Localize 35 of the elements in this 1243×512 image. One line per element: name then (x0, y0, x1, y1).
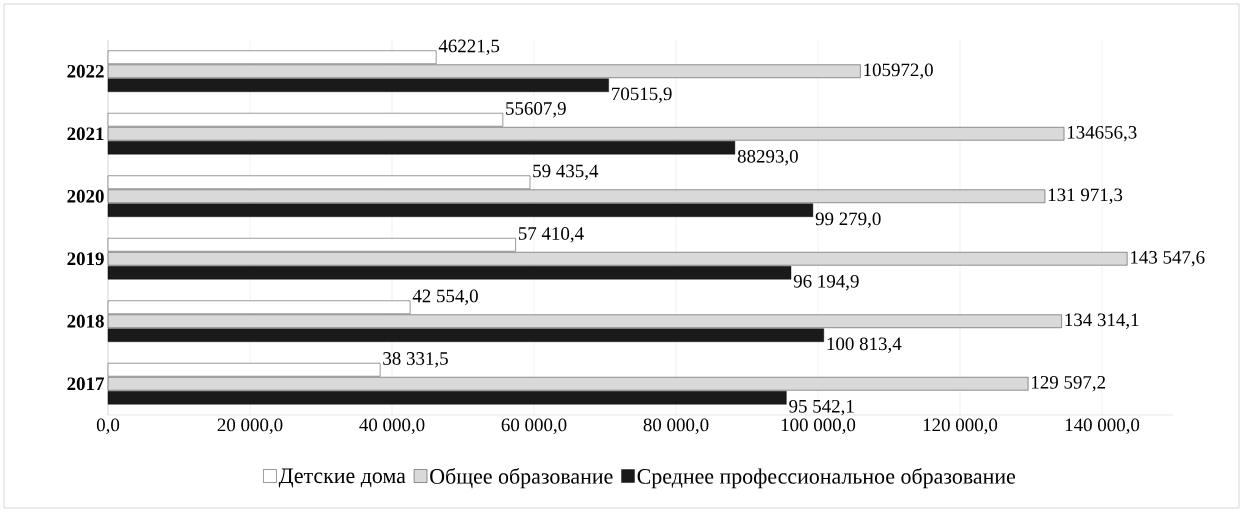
data-label: 129 597,2 (1032, 376, 1106, 392)
y-tick-label: 2019 (67, 252, 104, 266)
data-label: 95 542,1 (789, 399, 854, 416)
data-label: 57 410,4 (518, 227, 584, 243)
data-label: 46221,5 (438, 39, 500, 56)
data-label: 59 435,4 (533, 164, 599, 181)
x-tick-label: 100 000,0 (781, 418, 856, 434)
data-label: 96 194,9 (793, 274, 859, 291)
data-label: 99 279,0 (815, 212, 881, 228)
y-tick-label: 2022 (67, 64, 104, 78)
data-label: 70515,9 (612, 87, 672, 103)
legend-label: Среднее профессиональное образование (637, 467, 1016, 489)
data-label: 143 547,6 (1131, 251, 1205, 267)
x-tick-label: 0,0 (96, 418, 120, 434)
x-tick-label: 20 000,0 (217, 418, 283, 434)
legend-label: Детские дома (278, 468, 406, 488)
legend-label: Общее образование (430, 467, 613, 489)
y-tick-label: 2017 (67, 377, 105, 391)
x-tick-label: 120 000,0 (923, 418, 998, 434)
data-label: 100 813,4 (827, 337, 902, 353)
data-label: 131 971,3 (1048, 188, 1123, 204)
data-label: 105972,0 (864, 63, 933, 79)
y-tick-label: 2018 (67, 314, 104, 328)
x-tick-label: 80 000,0 (643, 418, 709, 434)
y-tick-label: 2021 (67, 127, 104, 141)
y-tick-label: 2020 (67, 189, 104, 203)
data-label: 88293,0 (737, 149, 798, 166)
x-tick-label: 60 000,0 (501, 418, 567, 434)
data-label: 134 314,1 (1065, 313, 1139, 329)
data-label: 42 554,0 (412, 289, 478, 306)
x-tick-label: 140 000,0 (1065, 418, 1140, 434)
data-label: 134656,3 (1067, 126, 1137, 142)
data-label: 55607,9 (506, 102, 566, 118)
data-label: 38 331,5 (383, 352, 448, 368)
x-tick-label: 40 000,0 (359, 418, 425, 434)
